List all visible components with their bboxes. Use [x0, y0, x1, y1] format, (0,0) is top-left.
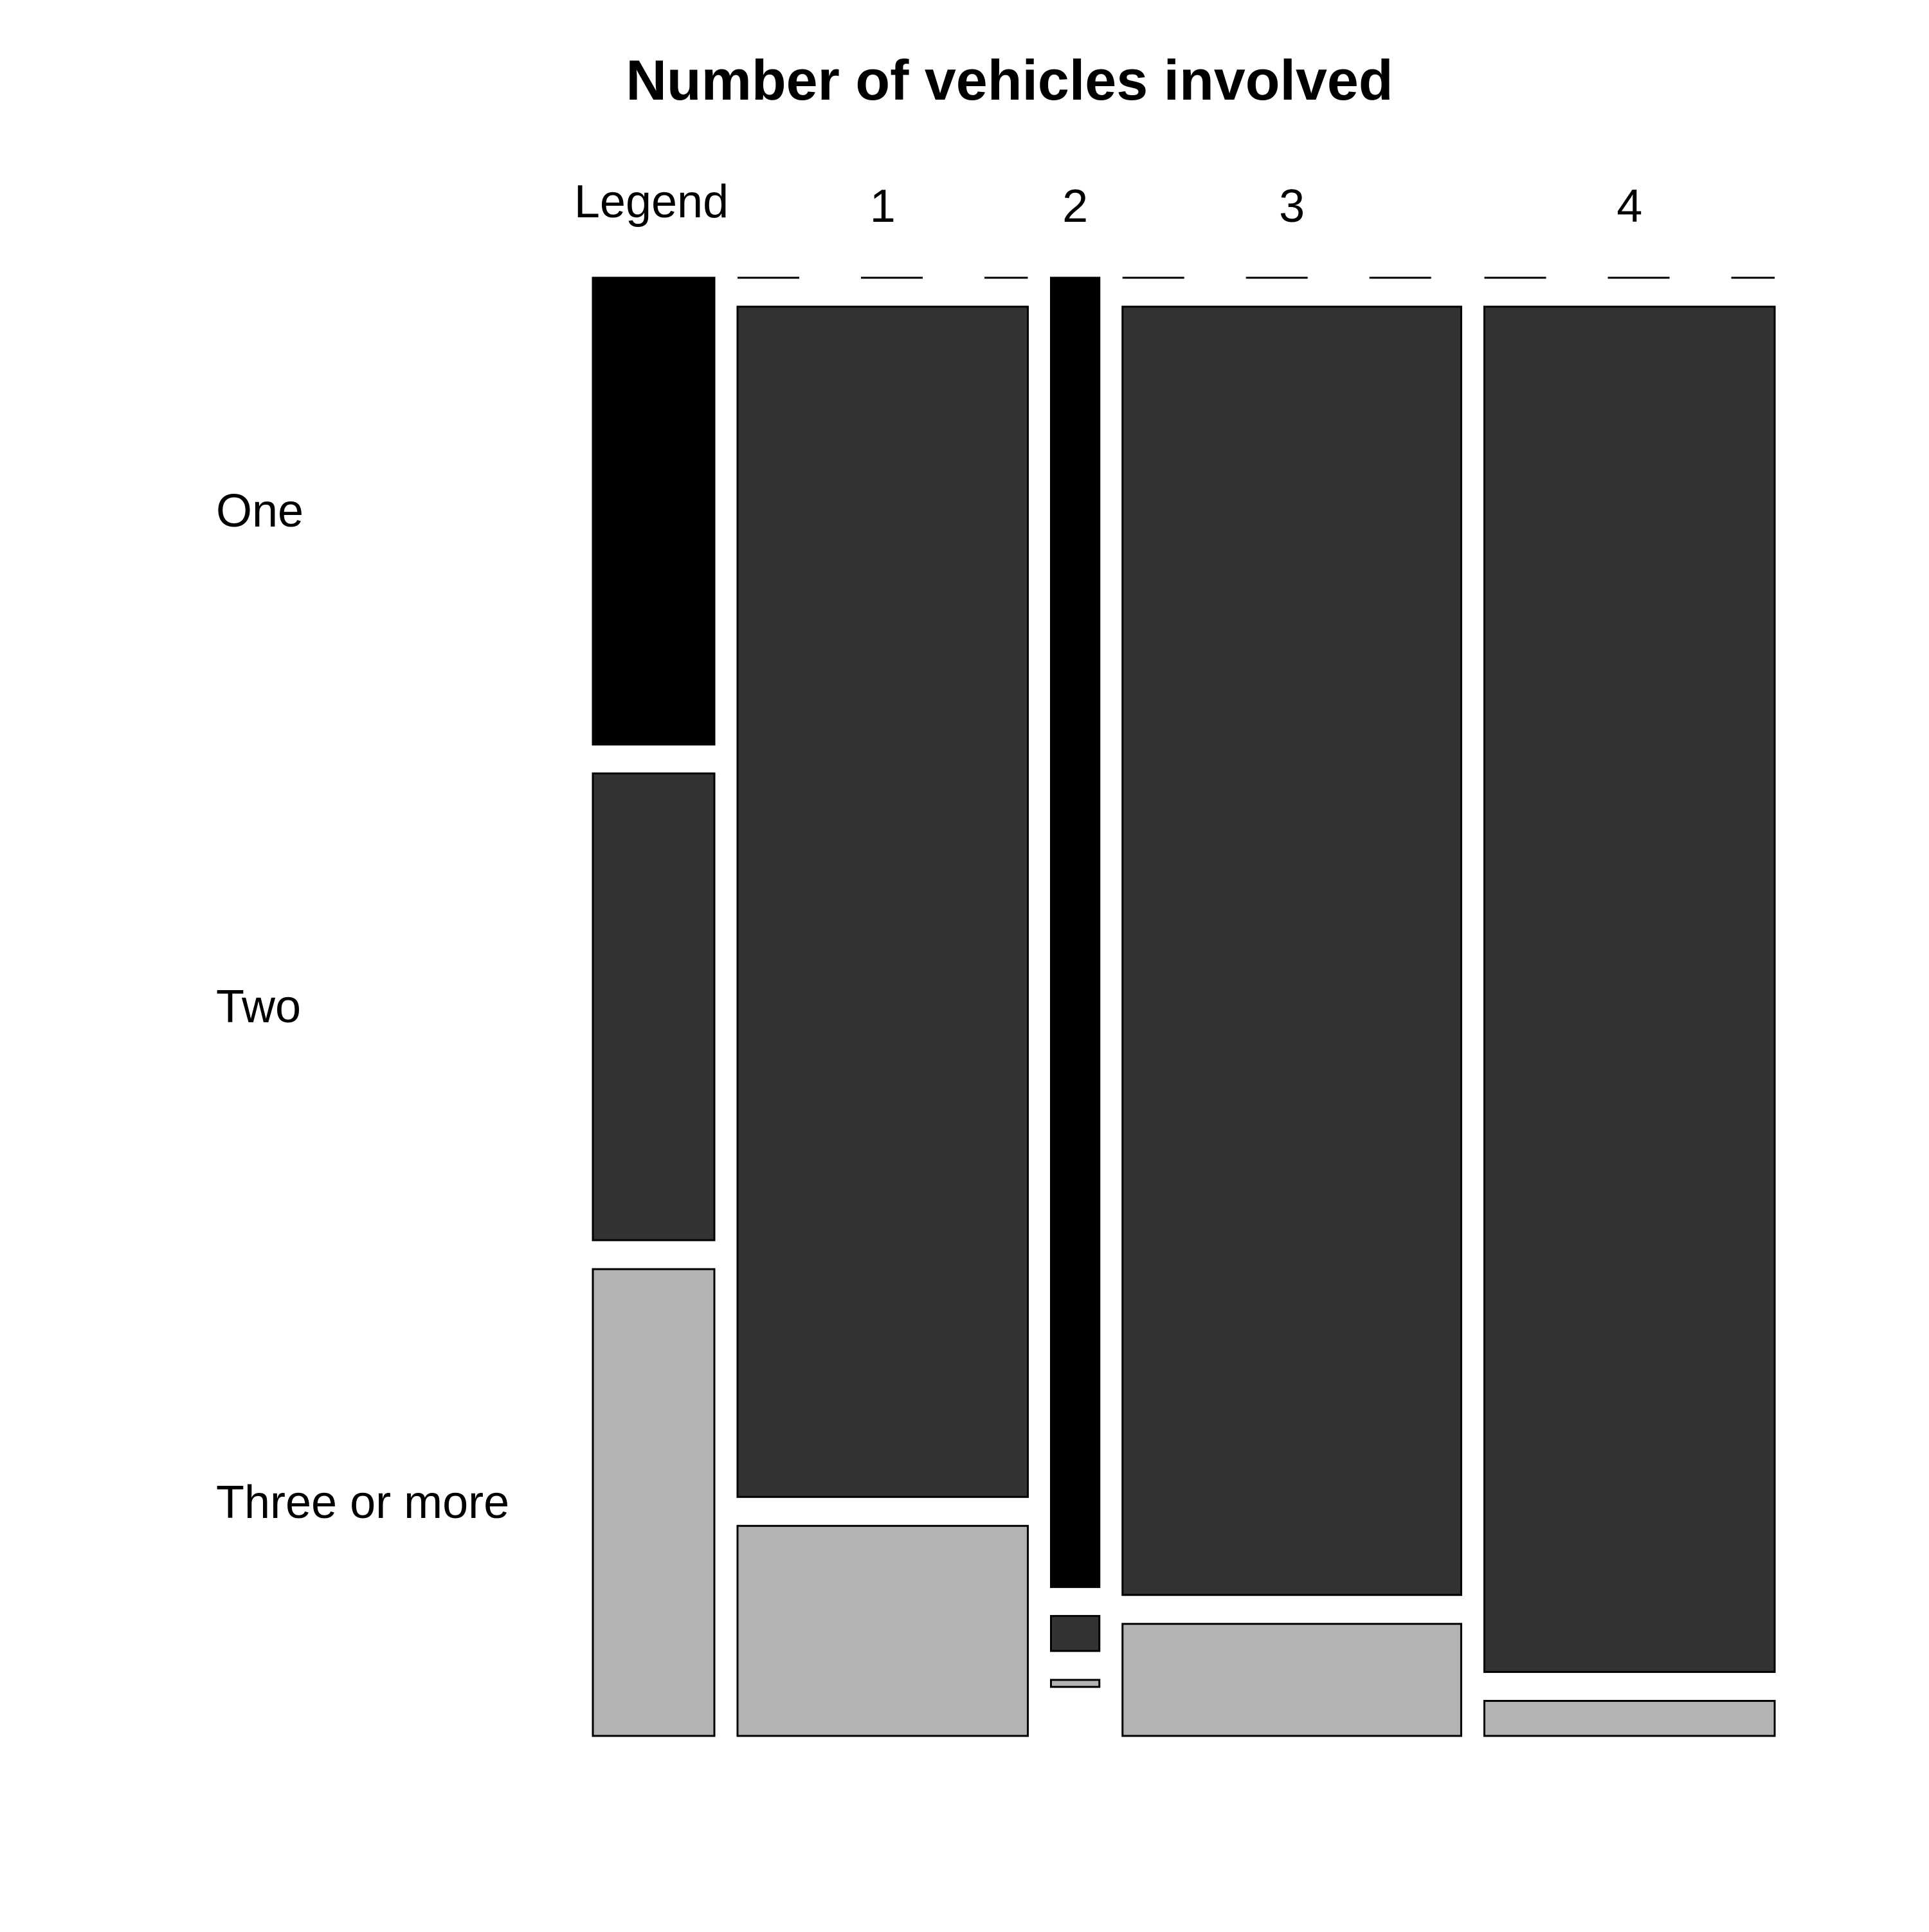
row-labels: One Two Three or more: [216, 485, 509, 1528]
tile-3-two: [1121, 305, 1462, 1596]
chart-title: Number of vehicles involved: [626, 48, 1393, 112]
legend-boxes: [592, 276, 716, 1737]
column-label-3: 3: [1279, 181, 1305, 232]
row-label-three-or-more: Three or more: [216, 1477, 509, 1528]
tile-1-two: [736, 305, 1029, 1498]
legend-box-one: [592, 276, 716, 746]
tile-4-two: [1483, 305, 1776, 1674]
column-label-1: 1: [870, 181, 896, 232]
tile-2-one: [1050, 276, 1101, 1588]
legend-box-two: [592, 772, 716, 1241]
tile-2-three-or-more: [1050, 1679, 1101, 1688]
row-label-one: One: [216, 485, 303, 537]
tile-3-three-or-more: [1121, 1623, 1462, 1737]
mosaic-tiles: [736, 276, 1776, 1737]
column-label-4: 4: [1617, 181, 1642, 232]
legend-label: Legend: [574, 176, 729, 228]
legend-box-three-or-more: [592, 1268, 716, 1737]
column-label-2: 2: [1062, 181, 1088, 232]
column-labels: 1 2 3 4: [870, 181, 1643, 232]
tile-4-three-or-more: [1483, 1700, 1776, 1737]
tile-2-two: [1050, 1614, 1101, 1652]
tile-1-three-or-more: [736, 1524, 1029, 1737]
row-label-two: Two: [216, 981, 301, 1033]
